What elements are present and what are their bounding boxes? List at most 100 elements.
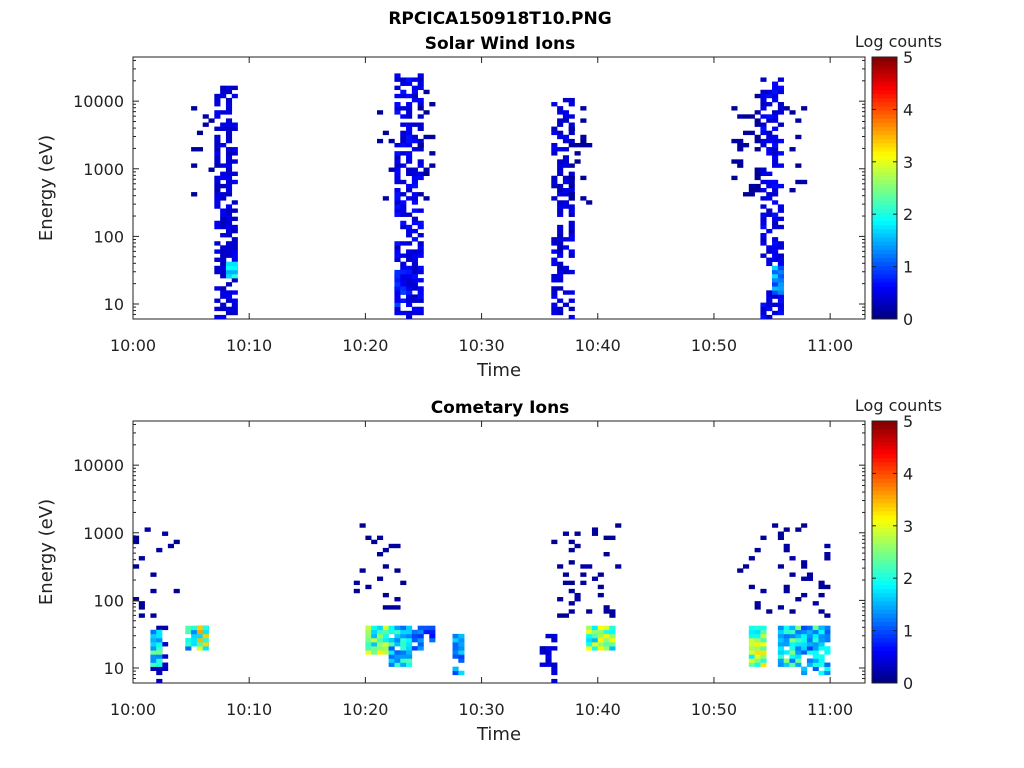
heatmap-cell: [754, 629, 761, 635]
heatmap-cell: [760, 642, 767, 647]
heatmap-cell: [818, 584, 825, 590]
heatmap-cell: [214, 265, 221, 271]
heatmap-cell: [824, 552, 831, 557]
heatmap-cell: [417, 294, 424, 299]
heatmap-cell: [220, 110, 227, 115]
heatmap-cell: [574, 142, 581, 148]
heatmap-cell: [568, 249, 575, 254]
heatmap-cell: [754, 175, 761, 181]
heatmap-cell: [231, 261, 238, 267]
colorbar-frame: [871, 56, 898, 320]
heatmap-cell: [406, 642, 413, 647]
heatmap-cell: [801, 629, 808, 635]
heatmap-cell: [411, 228, 418, 234]
heatmap-cell: [417, 253, 424, 258]
heatmap-cell: [777, 278, 784, 283]
heatmap-cell: [557, 188, 564, 193]
heatmap-cell: [214, 286, 221, 291]
heatmap-cell: [760, 220, 767, 226]
heatmap-cell: [394, 637, 401, 643]
heatmap-cell: [406, 269, 413, 275]
heatmap-cell: [202, 646, 209, 651]
colorbar-segment: [872, 527, 897, 532]
heatmap-cell: [603, 535, 610, 541]
colorbar-segment: [872, 564, 897, 569]
heatmap-cell: [417, 233, 424, 238]
heatmap-cell: [557, 163, 564, 168]
heatmap-cell: [580, 572, 587, 577]
heatmap-cell: [394, 568, 401, 573]
heatmap-cell: [382, 637, 389, 643]
heatmap-cell: [760, 625, 767, 631]
heatmap-cell: [737, 138, 744, 144]
heatmap-cell: [801, 642, 808, 647]
heatmap-cell: [557, 249, 564, 254]
heatmap-cell: [789, 633, 796, 639]
heatmap-cell: [156, 633, 163, 639]
heatmap-cell: [772, 114, 779, 119]
heatmap-cell: [220, 183, 227, 189]
heatmap-cells: [191, 73, 808, 320]
heatmap-cell: [185, 629, 192, 635]
heatmap-cell: [231, 171, 238, 177]
heatmap-cell: [772, 192, 779, 197]
colorbar-segment: [872, 208, 897, 213]
heatmap-cell: [568, 588, 575, 594]
heatmap-cell: [824, 646, 831, 651]
heatmap-cell: [551, 662, 558, 667]
heatmap-cell: [220, 171, 227, 177]
heatmap-cell: [545, 658, 552, 663]
colorbar-segment: [872, 241, 897, 246]
heatmap-cell: [568, 171, 575, 177]
x-tick-label: 10:00: [110, 336, 156, 355]
heatmap-cell: [772, 179, 779, 185]
heatmap-cell: [557, 130, 564, 136]
heatmap-cell: [737, 114, 744, 119]
heatmap-cell: [214, 200, 221, 205]
heatmap-cell: [377, 625, 384, 631]
heatmap-cell: [411, 208, 418, 213]
heatmap-cell: [777, 253, 784, 258]
heatmap-cell: [400, 138, 407, 144]
heatmap-cell: [417, 114, 424, 119]
heatmap-cell: [400, 658, 407, 663]
heatmap-cell: [406, 134, 413, 140]
heatmap-cell: [754, 601, 761, 606]
heatmap-cell: [220, 122, 227, 127]
heatmap-cell: [760, 629, 767, 635]
heatmap-cell: [400, 114, 407, 119]
heatmap-cell: [812, 629, 819, 635]
heatmap-cell: [557, 134, 564, 140]
heatmap-cell: [214, 192, 221, 197]
colorbar-segment: [872, 601, 897, 606]
colorbar-segment: [872, 568, 897, 573]
heatmap-cell: [231, 93, 238, 99]
colorbar-segment: [872, 73, 897, 78]
heatmap-cell: [411, 278, 418, 283]
heatmap-cell: [452, 637, 459, 643]
heatmap-cell: [597, 629, 604, 635]
heatmap-cell: [574, 151, 581, 156]
heatmap-cell: [562, 97, 570, 103]
colorbar-segment: [872, 183, 897, 189]
heatmap-cell: [231, 273, 238, 279]
heatmap-cell: [568, 114, 575, 119]
heatmap-cell: [795, 637, 802, 643]
heatmap-cell: [400, 654, 407, 659]
heatmap-cell: [225, 85, 233, 91]
colorbar-segment: [872, 506, 897, 512]
heatmap-cell: [150, 666, 157, 672]
colorbar-segment: [872, 535, 897, 541]
heatmap-cell: [557, 261, 564, 267]
heatmap-cell: [795, 650, 802, 655]
heatmap-cell: [417, 97, 424, 103]
heatmap-cell: [568, 179, 575, 185]
heatmap-cell: [185, 637, 192, 643]
heatmap-cell: [777, 89, 784, 95]
heatmap-cell: [574, 592, 581, 598]
heatmap-cell: [406, 196, 413, 201]
heatmap-cell: [818, 662, 825, 667]
heatmap-cell: [173, 539, 180, 545]
colorbar-segment: [872, 654, 897, 659]
heatmap-cell: [551, 175, 558, 181]
